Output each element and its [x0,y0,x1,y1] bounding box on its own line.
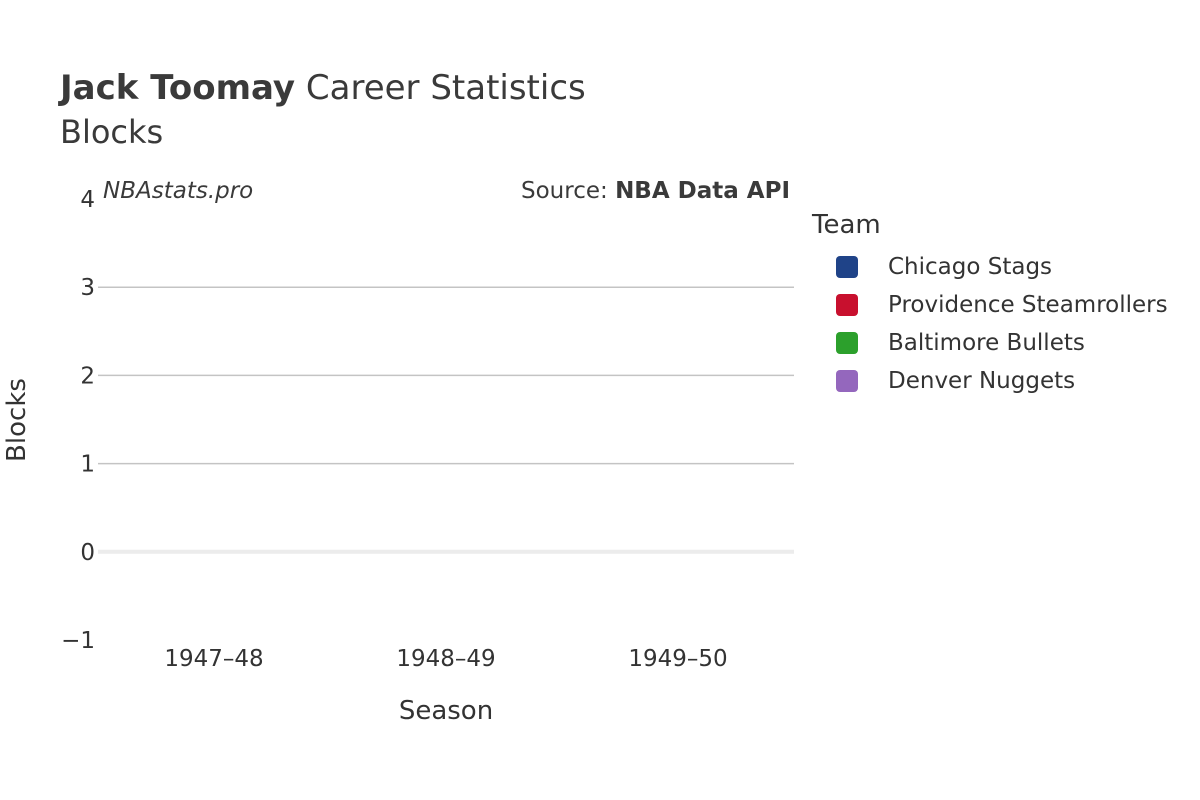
legend-item[interactable]: Providence Steamrollers [836,290,1168,320]
legend-item[interactable]: Denver Nuggets [836,366,1075,396]
legend-item[interactable]: Baltimore Bullets [836,328,1085,358]
legend-label: Chicago Stags [888,254,1053,280]
x-tick-label: 1947–48 [164,646,263,672]
y-tick-label: 0 [80,540,95,566]
chart-title-bold: Jack Toomay [60,68,296,108]
chart-title-rest: Career Statistics [295,68,586,108]
y-tick-label: 2 [80,363,95,389]
y-tick-label: 1 [80,452,95,478]
y-axis-title: Blocks [2,378,32,462]
y-tick-label: 3 [80,275,95,301]
legend-label: Denver Nuggets [888,368,1076,394]
legend-swatch [836,370,858,392]
x-tick-label: 1949–50 [628,646,727,672]
legend-swatch [836,332,858,354]
legend-label: Baltimore Bullets [888,330,1085,356]
legend-item[interactable]: Chicago Stags [836,252,1052,282]
x-tick-label: 1948–49 [396,646,495,672]
x-axis-title: Season [398,696,494,726]
y-tick-label: −1 [61,628,95,654]
chart-title: Jack Toomay Career Statistics [60,68,586,108]
legend-swatch [836,294,858,316]
source-name: NBA Data API [615,178,790,204]
source-credit: Source: NBA Data API [521,178,790,204]
legend-label: Providence Steamrollers [888,292,1168,318]
legend-swatch [836,256,858,278]
y-tick-label: 4 [80,187,95,213]
watermark: NBAstats.pro [103,178,254,204]
legend-title: Team [812,210,881,240]
source-prefix: Source: [521,178,616,204]
chart-subtitle: Blocks [60,113,164,151]
